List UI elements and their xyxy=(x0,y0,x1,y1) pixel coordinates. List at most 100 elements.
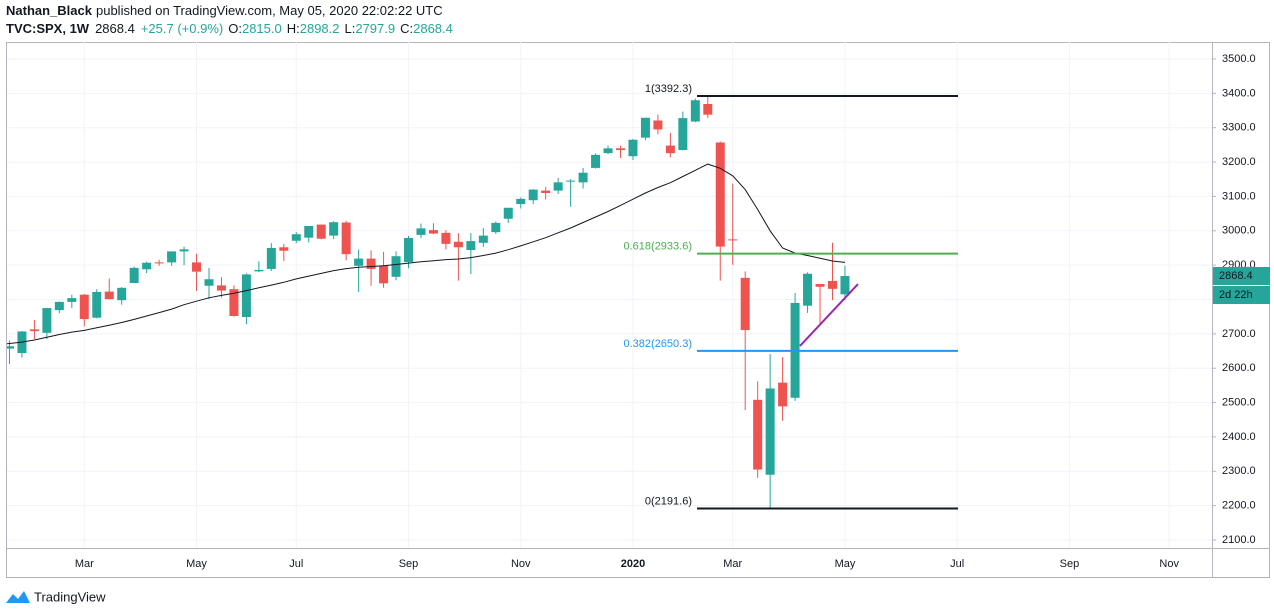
x-tick-label: Nov xyxy=(511,558,531,570)
candle-body xyxy=(7,346,14,349)
footer-logo: TradingView xyxy=(6,589,106,604)
moving-average xyxy=(7,163,846,345)
candle-body xyxy=(92,291,102,318)
candle-body xyxy=(516,198,526,204)
candle-body xyxy=(778,382,788,407)
axes: 2100.0 2200.0 2300.0 2400.0 2500.0 2600.0 2700… xyxy=(75,53,1270,570)
ohlc-key: H: xyxy=(287,21,300,36)
y-tick-label: 2400.0 xyxy=(1222,431,1256,443)
y-tick-label: 3100.0 xyxy=(1222,190,1256,202)
candle-body xyxy=(827,280,837,289)
candle-body xyxy=(466,241,476,251)
candle-body xyxy=(104,291,114,300)
candle-body xyxy=(204,279,214,286)
candle-body xyxy=(503,207,513,219)
candle-body xyxy=(179,249,189,252)
y-tick-label: 3200.0 xyxy=(1222,156,1256,168)
candle-body xyxy=(142,262,152,270)
candle-body xyxy=(428,230,438,234)
plot-area xyxy=(7,95,958,510)
candle-body xyxy=(117,287,127,301)
x-tick-label: 2020 xyxy=(621,558,645,570)
candle-body xyxy=(715,142,725,247)
x-tick-label: May xyxy=(186,558,207,570)
x-tick-label: Nov xyxy=(1159,558,1179,570)
grid xyxy=(7,42,1212,548)
y-tick-label: 2500.0 xyxy=(1222,396,1256,408)
candle-body xyxy=(541,190,551,193)
candle-body xyxy=(628,139,638,157)
candle-body xyxy=(815,284,825,287)
candle-body xyxy=(840,276,850,295)
candle-body xyxy=(478,235,488,243)
candle-body xyxy=(765,388,775,475)
candle-body xyxy=(640,117,650,138)
ohlc-value: 2868.4 xyxy=(413,21,453,36)
fib-label: 0.618(2933.6) xyxy=(624,241,693,253)
candle-body xyxy=(291,234,301,241)
ohlc-key: O: xyxy=(228,21,242,36)
candle-body xyxy=(616,148,625,151)
candle-body xyxy=(578,172,588,183)
symbol: TVC:SPX, 1W xyxy=(6,21,90,36)
x-tick-label: Mar xyxy=(75,558,94,570)
ohlc-key: L: xyxy=(345,21,356,36)
logo-icon xyxy=(6,591,30,603)
y-tick-label: 3500.0 xyxy=(1222,53,1256,65)
x-tick-label: Mar xyxy=(723,558,742,570)
candle-body xyxy=(229,289,239,316)
price-tag: 2868.4 xyxy=(1219,270,1253,282)
candle-body xyxy=(379,265,389,284)
candle-body xyxy=(391,256,401,277)
candle-body xyxy=(740,277,750,331)
chart-frame xyxy=(6,42,1270,578)
ohlc-value: 2898.2 xyxy=(300,21,340,36)
candle-body xyxy=(304,225,314,238)
candle-body xyxy=(279,247,289,251)
candle-body xyxy=(528,189,538,201)
ohlc-value: 2797.9 xyxy=(355,21,395,36)
candle-body xyxy=(366,258,376,269)
candle-body xyxy=(192,262,202,272)
candle-body xyxy=(803,273,813,306)
fib-label: 1(3392.3) xyxy=(645,83,692,95)
change: +25.7 (+0.9%) xyxy=(141,21,223,36)
candle-body xyxy=(254,269,264,272)
y-tick-label: 2600.0 xyxy=(1222,362,1256,374)
candle-body xyxy=(129,267,139,284)
author: Nathan_Black xyxy=(6,3,93,18)
candle-body xyxy=(690,100,700,122)
footer-brand: TradingView xyxy=(34,589,106,604)
candle-body xyxy=(603,148,613,154)
candle-body xyxy=(491,222,501,233)
x-tick-label: Jul xyxy=(950,558,964,570)
ohlc-key: C: xyxy=(400,21,413,36)
y-tick-label: 3000.0 xyxy=(1222,225,1256,237)
x-tick-label: Jul xyxy=(289,558,303,570)
candle-body xyxy=(79,294,89,320)
candle-body xyxy=(354,258,364,266)
y-tick-label: 2700.0 xyxy=(1222,328,1256,340)
candle-body xyxy=(553,182,563,191)
y-tick-label: 3300.0 xyxy=(1222,122,1256,134)
candle-body xyxy=(67,298,77,302)
candle-body xyxy=(167,251,177,263)
x-tick-label: Sep xyxy=(399,558,419,570)
y-tick-label: 2100.0 xyxy=(1222,534,1256,546)
trendline xyxy=(799,283,859,347)
y-tick-label: 2300.0 xyxy=(1222,465,1256,477)
ohlc-value: 2815.0 xyxy=(242,21,282,36)
y-tick-label: 2200.0 xyxy=(1222,500,1256,512)
candle-body xyxy=(728,239,738,241)
candle-body xyxy=(566,180,576,182)
candle-body xyxy=(441,232,451,244)
candle-body xyxy=(703,104,713,115)
candle-body xyxy=(54,301,64,311)
candle-body xyxy=(753,399,763,470)
candle-body xyxy=(316,224,326,239)
candle-body xyxy=(42,308,52,333)
x-tick-label: Sep xyxy=(1060,558,1080,570)
header-line-2: TVC:SPX, 1W 2868.4 +25.7 (+0.9%) O:2815.0 H:… xyxy=(6,21,453,36)
fib-label: 0(2191.6) xyxy=(645,495,692,507)
